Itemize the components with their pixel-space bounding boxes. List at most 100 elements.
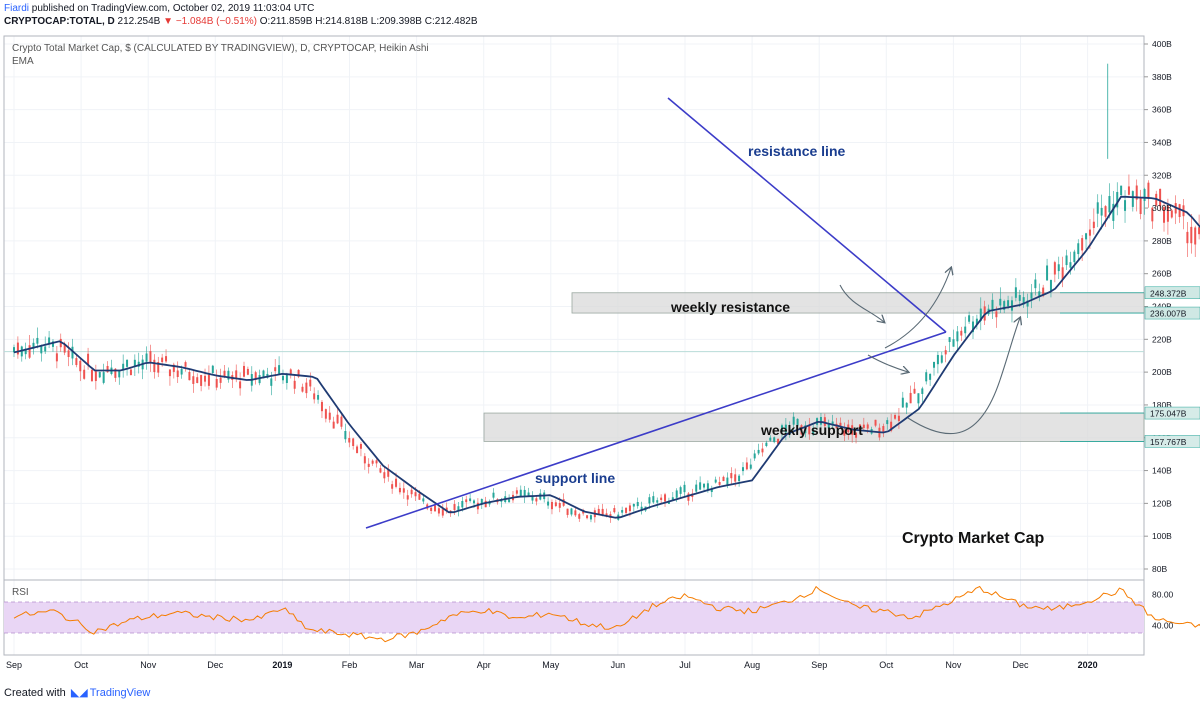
candle: [387, 464, 390, 482]
candle: [137, 352, 140, 374]
candle: [586, 515, 589, 520]
candle: [36, 327, 39, 349]
candle: [430, 506, 433, 514]
author-name[interactable]: Fiardi: [4, 3, 30, 14]
candle: [1100, 194, 1103, 230]
time-tick-label: Apr: [477, 660, 491, 670]
candle: [51, 338, 54, 352]
candle-body: [441, 509, 444, 516]
candle-body: [1120, 185, 1123, 196]
candle: [769, 435, 772, 442]
candle: [469, 493, 472, 503]
candle-body: [278, 365, 281, 374]
candle: [975, 314, 978, 330]
candle-body: [1061, 267, 1064, 280]
candle: [671, 491, 674, 501]
candle-body: [422, 498, 425, 502]
candle: [98, 371, 101, 379]
candle-body: [960, 330, 963, 336]
candle: [281, 369, 284, 384]
candle: [971, 315, 974, 339]
candle: [457, 501, 460, 517]
candle: [796, 418, 799, 427]
candle-body: [664, 494, 667, 502]
candle-body: [831, 421, 834, 426]
candle-body: [862, 424, 865, 429]
candle-body: [1085, 233, 1088, 240]
candle: [991, 293, 994, 320]
candle: [625, 507, 628, 515]
candle: [297, 369, 300, 379]
candle: [570, 507, 573, 517]
candle: [153, 354, 156, 379]
candle-body: [340, 416, 343, 427]
candle-body: [168, 369, 171, 377]
candle-body: [406, 495, 409, 500]
footer-created: Created with: [4, 687, 66, 699]
candle: [757, 443, 760, 456]
candle: [402, 482, 405, 499]
candle-body: [176, 370, 179, 378]
candle: [929, 373, 932, 387]
candle-body: [1003, 301, 1006, 310]
candle-body: [437, 508, 440, 514]
candle-body: [613, 508, 616, 513]
candle-body: [1198, 227, 1200, 235]
price-tick-label: 260B: [1152, 269, 1172, 279]
candle-body: [145, 353, 148, 362]
candle: [944, 345, 947, 363]
candle-body: [956, 331, 959, 342]
grid: [3, 35, 1145, 656]
time-tick-label: Dec: [207, 660, 224, 670]
candle: [196, 373, 199, 384]
annotation-support-line: support line: [535, 470, 615, 486]
candle: [254, 370, 257, 385]
footer-brand[interactable]: TradingView: [89, 687, 151, 699]
candle-body: [632, 503, 635, 507]
candle: [340, 414, 343, 430]
candle-body: [328, 412, 331, 420]
candle-body: [28, 345, 31, 358]
candle-body: [1104, 206, 1107, 217]
candle-body: [98, 371, 101, 378]
candle: [1108, 183, 1111, 219]
candle-body: [410, 489, 413, 495]
candle-body: [527, 492, 530, 496]
candle-body: [297, 369, 300, 377]
candle: [1190, 214, 1193, 254]
candle-body: [738, 475, 741, 482]
candle-body: [917, 393, 920, 404]
candle-body: [301, 386, 304, 392]
price-tick-label: 200B: [1152, 367, 1172, 377]
candle: [656, 497, 659, 509]
candle: [352, 437, 355, 450]
time-tick-label: Mar: [409, 660, 425, 670]
candle-body: [348, 438, 351, 443]
candle-body: [1042, 287, 1045, 296]
candle: [921, 386, 924, 403]
candle-body: [63, 344, 66, 353]
candle-body: [780, 425, 783, 432]
candle: [40, 344, 43, 362]
candle-body: [636, 502, 639, 507]
candles: [13, 63, 1200, 523]
candle: [449, 510, 452, 517]
drawings: resistance line support line weekly resist…: [365, 97, 1044, 547]
candle: [730, 467, 733, 485]
candle: [1046, 258, 1049, 281]
candle-body: [44, 346, 47, 352]
candle-body: [1046, 265, 1049, 281]
candle-body: [457, 506, 460, 512]
candle: [550, 499, 553, 515]
candle-body: [48, 337, 51, 344]
candle: [1147, 180, 1150, 208]
candle: [1120, 185, 1123, 198]
candle-body: [379, 468, 382, 473]
candle: [243, 361, 246, 378]
candle: [126, 359, 129, 376]
candle-body: [769, 437, 772, 441]
candle: [391, 480, 394, 494]
time-tick-label: Oct: [74, 660, 89, 670]
candle-body: [1049, 279, 1052, 291]
